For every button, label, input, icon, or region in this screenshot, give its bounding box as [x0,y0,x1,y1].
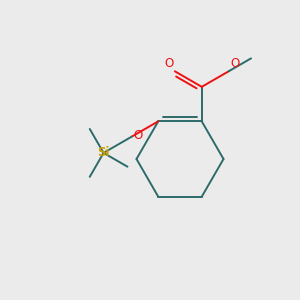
Text: O: O [164,57,173,70]
Text: Si: Si [97,146,110,159]
Text: O: O [230,57,239,70]
Text: O: O [134,129,143,142]
